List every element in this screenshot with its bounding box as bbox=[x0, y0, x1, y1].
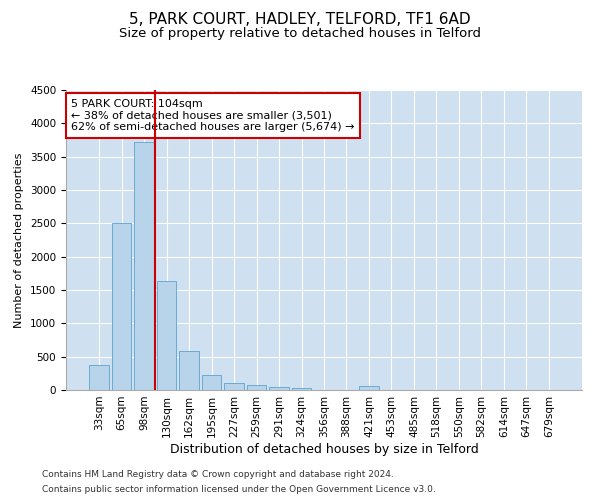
Text: Size of property relative to detached houses in Telford: Size of property relative to detached ho… bbox=[119, 28, 481, 40]
Bar bbox=[134, 142, 154, 390]
Text: Contains HM Land Registry data © Crown copyright and database right 2024.: Contains HM Land Registry data © Crown c… bbox=[42, 470, 394, 479]
Bar bbox=[112, 224, 131, 390]
Bar bbox=[292, 388, 311, 390]
Bar bbox=[202, 374, 221, 390]
Bar bbox=[247, 386, 266, 390]
Bar bbox=[224, 382, 244, 390]
Bar bbox=[269, 388, 289, 390]
Bar bbox=[359, 386, 379, 390]
Text: 5, PARK COURT, HADLEY, TELFORD, TF1 6AD: 5, PARK COURT, HADLEY, TELFORD, TF1 6AD bbox=[129, 12, 471, 28]
Y-axis label: Number of detached properties: Number of detached properties bbox=[14, 152, 25, 328]
Text: Contains public sector information licensed under the Open Government Licence v3: Contains public sector information licen… bbox=[42, 485, 436, 494]
Bar bbox=[157, 280, 176, 390]
Bar bbox=[179, 350, 199, 390]
Bar bbox=[89, 366, 109, 390]
Text: 5 PARK COURT: 104sqm
← 38% of detached houses are smaller (3,501)
62% of semi-de: 5 PARK COURT: 104sqm ← 38% of detached h… bbox=[71, 99, 355, 132]
Text: Distribution of detached houses by size in Telford: Distribution of detached houses by size … bbox=[170, 442, 478, 456]
